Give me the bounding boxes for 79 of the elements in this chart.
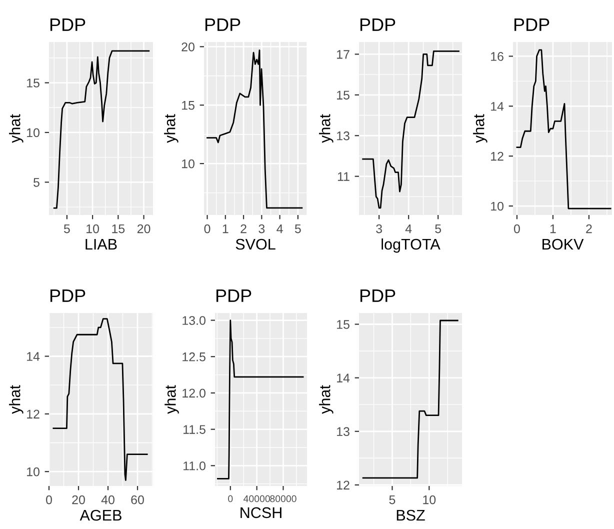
y-tick-label: 14 [337, 374, 350, 382]
y-tick-label: 14 [27, 352, 40, 361]
x-axis-title: BSZ [396, 510, 425, 521]
x-tick-label: 5 [64, 224, 70, 234]
x-tick-label: 1 [550, 224, 556, 234]
x-tick-label: 5 [435, 224, 442, 234]
y-axis-title: yhat [164, 114, 178, 143]
y-axis-title: yhat [319, 114, 334, 143]
y-tick-label: 5 [34, 178, 40, 187]
y-tick-label: 13 [337, 131, 350, 140]
y-tick-label: 12 [491, 152, 504, 161]
y-tick-label: 15 [337, 90, 350, 100]
y-tick-label: 14 [491, 102, 504, 111]
x-tick-label: 2 [586, 224, 592, 234]
y-tick-label: 12 [337, 480, 350, 490]
x-tick-label: 2 [240, 224, 246, 234]
y-tick-label: 16 [491, 52, 504, 61]
x-tick-label: 40000 [244, 495, 270, 502]
x-tick-label: 0 [228, 495, 233, 502]
x-tick-label: 40 [101, 495, 114, 504]
y-tick-label: 12 [27, 410, 40, 418]
y-tick-label: 13.0 [182, 316, 206, 325]
x-tick-label: 60 [131, 495, 144, 504]
x-axis-title: logTOTA [382, 238, 440, 253]
x-tick-label: 0 [514, 224, 520, 234]
y-tick-label: 20 [182, 42, 194, 52]
chart-title: PDP [360, 18, 396, 31]
x-axis-title: SVOL [236, 238, 276, 250]
y-tick-label: 10 [27, 467, 40, 476]
line-series [206, 49, 303, 209]
x-axis-title: AGEB [80, 510, 122, 521]
chart-title: PDP [514, 18, 550, 31]
y-tick-label: 15 [182, 101, 194, 110]
x-tick-label: 0 [204, 224, 210, 234]
x-tick-label: 3 [376, 224, 382, 234]
chart-title: PDP [50, 289, 86, 302]
y-axis-title: yhat [319, 385, 334, 414]
line-series [362, 320, 458, 479]
x-tick-label: 4 [405, 224, 412, 234]
line-series [52, 318, 148, 481]
line-series [53, 50, 150, 209]
chart-title: PDP [205, 18, 240, 31]
x-tick-label: 20 [72, 495, 85, 504]
line-series [362, 50, 460, 209]
x-axis-title: BOKV [542, 238, 584, 250]
line-series [217, 320, 304, 480]
y-tick-label: 13 [337, 427, 350, 436]
y-axis-title: yhat [473, 114, 488, 143]
x-tick-label: 1 [222, 224, 228, 234]
x-tick-label: 5 [389, 495, 396, 504]
line-series [516, 49, 612, 210]
x-tick-label: 10 [86, 224, 100, 234]
y-axis-title: yhat [9, 385, 24, 414]
x-axis-title: NCSH [240, 507, 282, 518]
y-tick-label: 15 [27, 78, 40, 88]
y-tick-label: 10 [27, 128, 40, 138]
y-tick-label: 11.0 [184, 461, 206, 470]
x-axis-title: LIAB [86, 239, 117, 250]
y-tick-label: 12.0 [182, 388, 206, 398]
x-tick-label: 5 [294, 224, 301, 234]
y-tick-label: 10 [182, 159, 194, 168]
x-tick-label: 0 [46, 495, 52, 504]
y-tick-label: 15 [337, 320, 350, 329]
y-tick-label: 10 [491, 202, 504, 211]
y-tick-label: 12.5 [182, 352, 206, 362]
chart-title: PDP [216, 289, 252, 302]
x-tick-label: 3 [258, 224, 265, 234]
y-axis-title: yhat [9, 114, 24, 143]
x-tick-label: 20 [137, 224, 150, 234]
chart-title: PDP [360, 289, 396, 302]
y-axis-title: yhat [164, 385, 179, 414]
x-tick-label: 4 [276, 224, 283, 234]
y-tick-label: 11.5 [184, 425, 206, 434]
x-tick-label: 15 [112, 224, 125, 234]
y-tick-label: 17 [337, 50, 350, 59]
x-tick-label: 10 [423, 495, 436, 504]
chart-title: PDP [50, 18, 86, 31]
x-tick-label: 80000 [270, 495, 296, 502]
y-tick-label: 11 [338, 172, 350, 181]
